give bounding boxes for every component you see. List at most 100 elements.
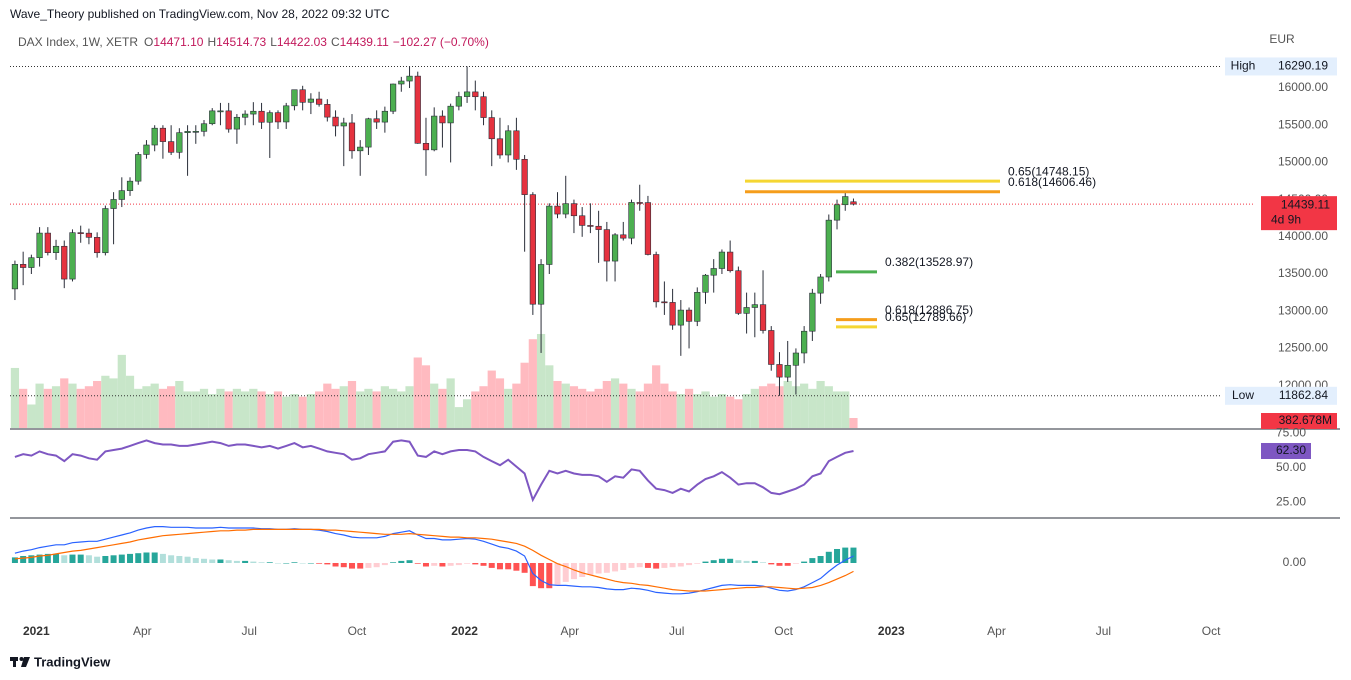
volume-bar: [800, 383, 809, 428]
candle-body: [579, 215, 586, 226]
candle-body: [28, 257, 35, 268]
candle-body: [817, 276, 824, 294]
y-tick-label: 14000.00: [1278, 229, 1328, 243]
macd-histogram-bar: [579, 562, 586, 578]
candle-body: [332, 116, 339, 127]
macd-histogram-bar: [398, 560, 405, 563]
volume-bar: [545, 365, 554, 428]
volume-bar: [388, 388, 398, 428]
candle-body: [554, 205, 561, 215]
volume-bar: [306, 394, 315, 428]
volume-bar: [512, 383, 521, 428]
volume-bar: [199, 388, 209, 428]
volume-bar: [701, 391, 710, 428]
macd-histogram-bar: [546, 562, 553, 589]
x-tick-label: Apr: [560, 624, 579, 638]
candle-body: [381, 110, 388, 123]
candle-body: [825, 219, 832, 278]
x-tick-label: Oct: [1202, 624, 1221, 638]
legend-change: −102.27 (−0.70%): [393, 35, 489, 49]
candle-body: [422, 142, 430, 151]
legend-key: L: [270, 35, 277, 49]
candle-body: [833, 204, 841, 221]
candle-body: [36, 232, 43, 259]
candle-body: [283, 105, 290, 123]
macd-histogram-bar: [480, 562, 487, 566]
footer-brand: TradingView: [34, 654, 111, 669]
candle-body: [718, 251, 726, 269]
candle-body: [168, 141, 175, 153]
logo: [10, 657, 30, 667]
candle-body: [242, 113, 249, 118]
volume-bar: [504, 388, 513, 428]
macd-histogram-bar: [801, 561, 808, 563]
candle-body: [710, 268, 717, 276]
candle-body: [373, 118, 380, 123]
candle-body: [570, 203, 578, 217]
volume-bar: [68, 383, 77, 428]
volume-bar: [175, 380, 184, 428]
candle-body: [324, 104, 331, 118]
macd-tick-label: 0.00: [1283, 555, 1307, 569]
volume-bar: [142, 386, 151, 428]
macd-histogram-bar: [44, 553, 51, 563]
macd-histogram-bar: [776, 562, 783, 566]
volume-bar: [51, 386, 61, 428]
macd-histogram-bar: [77, 554, 84, 563]
volume-label-box: [1261, 413, 1337, 429]
countdown: 4d 9h: [1271, 212, 1301, 226]
x-tick-label: Jul: [242, 624, 257, 638]
volume-bar: [717, 394, 727, 428]
candle-body: [776, 364, 783, 378]
volume-bar: [734, 399, 743, 428]
volume-bar: [446, 378, 455, 428]
candle-body: [126, 180, 134, 191]
candle-body: [200, 123, 208, 132]
volume-bar: [841, 391, 850, 428]
candle-body: [505, 130, 512, 156]
macd-histogram-bar: [554, 562, 561, 585]
volume-bar: [569, 386, 579, 428]
macd-histogram-bar: [505, 562, 512, 570]
candle-body: [61, 245, 68, 280]
macd-histogram-bar: [455, 562, 462, 566]
volume-bar: [462, 399, 472, 428]
macd-histogram-bar: [291, 562, 298, 563]
volume-bar: [454, 407, 463, 428]
macd-histogram-bar: [36, 554, 43, 563]
candle-body: [595, 225, 602, 230]
candle-body: [743, 307, 750, 314]
x-tick-label: Jul: [1096, 624, 1111, 638]
volume-bar: [693, 394, 702, 428]
candle-body: [192, 131, 199, 133]
x-tick-label: Jul: [669, 624, 684, 638]
macd-histogram-bar: [324, 562, 331, 565]
rsi-line: [14, 439, 854, 503]
volume-bar: [43, 388, 52, 428]
candle-body: [299, 89, 306, 103]
candle-body: [209, 110, 216, 125]
candle-body: [694, 292, 701, 322]
low-value-box: [1261, 386, 1337, 405]
macd-histogram-bar: [562, 562, 569, 582]
rsi-tick-label: 75.00: [1276, 426, 1306, 440]
macd-histogram-bar: [488, 562, 495, 568]
volume-bar: [125, 375, 135, 428]
volume-bar: [323, 383, 332, 428]
macd-histogram-bar: [94, 556, 101, 563]
volume-bar: [758, 386, 768, 428]
candle-body: [110, 199, 117, 209]
legend: DAX Index, 1W, XETR O14471.10 H14514.73 L14…: [18, 35, 489, 49]
volume-bar: [684, 388, 694, 428]
volume-bar: [265, 394, 274, 428]
x-tick-label: 2021: [23, 624, 50, 638]
macd-histogram-bar: [340, 562, 347, 568]
volume-bar: [347, 380, 357, 428]
macd-histogram-bar: [735, 560, 742, 563]
candle-body: [727, 251, 734, 272]
volume-bar: [479, 386, 488, 428]
volume-bar: [610, 378, 620, 428]
volume-bar: [553, 380, 562, 428]
